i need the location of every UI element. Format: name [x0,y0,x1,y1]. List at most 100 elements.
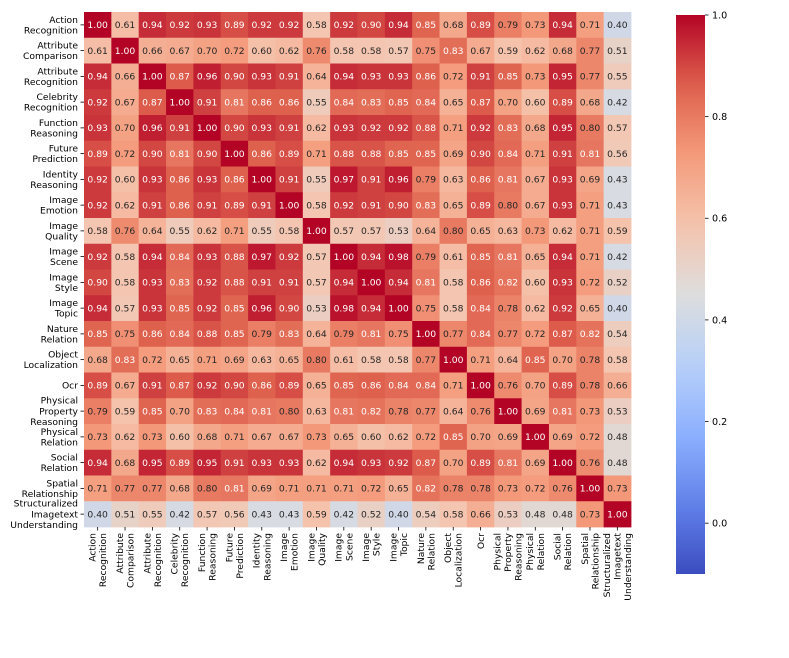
cell-value-label: 0.71 [224,226,244,237]
x-tick-label: AttributeRecognition [142,533,164,587]
cell-value-label: 0.92 [87,200,107,211]
cell-value-label: 0.58 [87,226,108,237]
x-tick-label: ImageTopic [388,533,410,562]
heatmap-cell [466,475,495,502]
cell-value-label: 0.58 [443,278,464,289]
cell-value-label: 0.72 [580,432,600,443]
cell-value-label: 0.66 [470,509,491,520]
cell-value-label: 0.85 [416,20,437,31]
cell-value-label: 0.68 [443,20,464,31]
heatmap-cell [84,243,112,270]
cell-value-label: 0.80 [498,200,519,211]
cell-value-label: 0.48 [552,509,573,520]
x-tick-label: CelebrityRecognition [170,532,192,587]
heatmap-cell [548,243,577,270]
heatmap-cell [193,166,222,193]
cell-value-label: 0.70 [552,355,573,366]
heatmap-cell [521,89,550,116]
cell-value-label: 0.90 [224,72,245,83]
heatmap-cell [166,475,194,502]
heatmap-cell [166,372,194,399]
cell-value-label: 0.93 [552,175,573,186]
cell-value-label: 0.43 [607,175,628,186]
cell-value-label: 0.93 [334,123,355,134]
cell-value-label: 0.94 [552,20,573,31]
cell-value-label: 0.82 [361,406,381,417]
heatmap-cell [275,424,304,451]
cell-value-label: 0.92 [279,252,299,263]
cell-value-label: 0.64 [306,72,327,83]
cell-value-label: 0.85 [334,381,355,392]
cell-value-label: 0.71 [306,149,326,160]
heatmap-cell [412,372,440,399]
cell-value-label: 0.76 [498,381,519,392]
heatmap-cell [357,269,386,296]
heatmap-cell [220,346,249,373]
heatmap-cell [494,115,522,142]
cell-value-label: 0.93 [252,458,273,469]
heatmap-cell [494,269,522,296]
cell-value-label: 0.89 [224,200,245,211]
y-tick-label: Action Recognition [24,15,78,37]
y-tick-label: Image Topic [49,298,78,320]
x-axis-tick-labels: ActionRecognition AttributeComparison Attr… [88,527,634,601]
cell-value-label: 0.71 [279,484,299,495]
cell-value-label: 0.91 [224,458,244,469]
heatmap-cell [466,424,495,451]
y-tick-label: Object Localization [24,350,79,372]
heatmap-cell [439,192,468,219]
heatmap-cell [412,295,440,322]
cell-value-label: 0.72 [115,149,135,160]
heatmap-cell [302,63,331,90]
cell-value-label: 0.54 [416,509,437,520]
cell-value-label: 0.55 [306,97,327,108]
heatmap-cell [439,37,468,64]
cell-value-label: 0.78 [388,406,409,417]
cell-value-label: 0.72 [361,484,381,495]
cell-value-label: 0.80 [306,355,327,366]
heatmap-cell [384,166,413,193]
heatmap-cell [138,192,167,219]
cell-value-label: 0.98 [334,303,355,314]
cell-value-label: 0.73 [607,484,628,495]
cell-value-label: 0.42 [169,509,189,520]
heatmap-cell [275,321,304,348]
heatmap-cell [603,166,632,193]
heatmap-cell [220,243,249,270]
cell-value-label: 0.65 [443,97,464,108]
cell-value-label: 0.66 [607,381,628,392]
cell-value-label: 0.93 [142,278,163,289]
cell-value-label: 0.40 [388,509,409,520]
heatmap-cell [248,501,276,528]
cell-value-label: 0.57 [306,252,327,263]
cell-value-label: 0.94 [334,72,355,83]
heatmap-cell [84,372,112,399]
heatmap-cell [521,37,550,64]
cell-value-label: 1.00 [87,20,108,31]
heatmap-cell [439,321,468,348]
heatmap-cell [494,63,522,90]
colorbar-ticks: 0.0 0.2 0.4 0.6 0.8 1.0 [705,10,727,530]
heatmap-cell [466,398,495,425]
heatmap-cell [576,140,605,167]
cell-value-label: 0.92 [87,252,107,263]
cell-value-label: 0.83 [498,123,519,134]
cell-value-label: 0.55 [607,72,628,83]
cell-value-label: 0.83 [169,278,190,289]
heatmap-cell [248,89,276,116]
cell-value-label: 0.80 [443,226,464,237]
heatmap-cell [330,37,358,64]
cell-value-label: 0.81 [224,484,244,495]
cell-value-label: 0.51 [607,46,627,57]
cell-value-label: 0.42 [334,509,354,520]
cell-value-label: 0.84 [224,406,245,417]
heatmap-cell [494,12,522,39]
cell-value-label: 0.85 [525,355,546,366]
heatmap-cell [548,295,577,322]
heatmap-cell [439,501,468,528]
heatmap-cell [494,89,522,116]
heatmap-cell [302,295,331,322]
heatmap-cell [330,89,358,116]
cell-value-label: 0.75 [388,329,409,340]
cell-value-label: 0.88 [416,123,437,134]
